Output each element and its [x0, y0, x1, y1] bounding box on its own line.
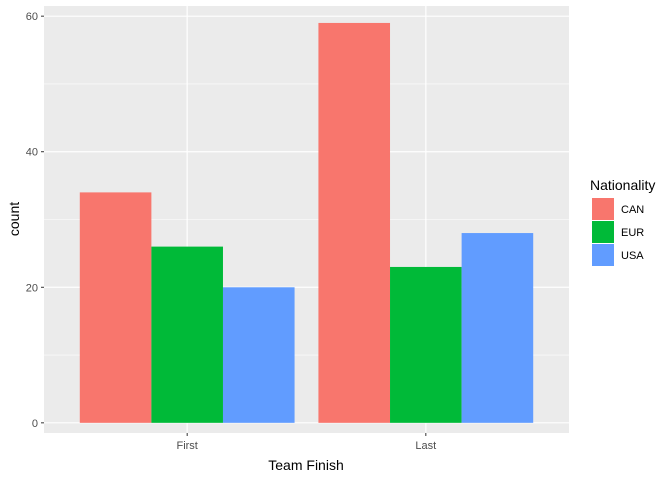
x-axis-title: Team Finish [268, 457, 343, 473]
x-tick-label: Last [415, 440, 436, 452]
y-axis: 0 20 40 60 [26, 11, 44, 430]
bar-can-first [79, 192, 152, 423]
y-tick-label: 20 [26, 282, 38, 294]
bar-usa-last [461, 233, 534, 423]
bar-can-last [318, 22, 391, 423]
bar-eur-first [151, 246, 223, 423]
legend-label-eur: EUR [621, 227, 644, 239]
y-axis-title: count [6, 202, 22, 236]
x-tick-label: First [176, 440, 197, 452]
legend: Nationality CAN EUR USA [590, 177, 655, 266]
bar-usa-first [222, 287, 295, 423]
y-tick-label: 0 [32, 418, 38, 430]
legend-key-usa [592, 244, 614, 266]
bar-eur-last [390, 266, 462, 423]
legend-key-eur [592, 221, 614, 243]
y-tick-label: 40 [26, 147, 38, 159]
legend-title: Nationality [590, 177, 655, 193]
bars [79, 22, 534, 423]
legend-label-usa: USA [621, 250, 644, 262]
y-tick-label: 60 [26, 11, 38, 23]
x-axis: First Last [176, 433, 436, 452]
legend-label-can: CAN [621, 204, 644, 216]
legend-key-can [592, 198, 614, 220]
